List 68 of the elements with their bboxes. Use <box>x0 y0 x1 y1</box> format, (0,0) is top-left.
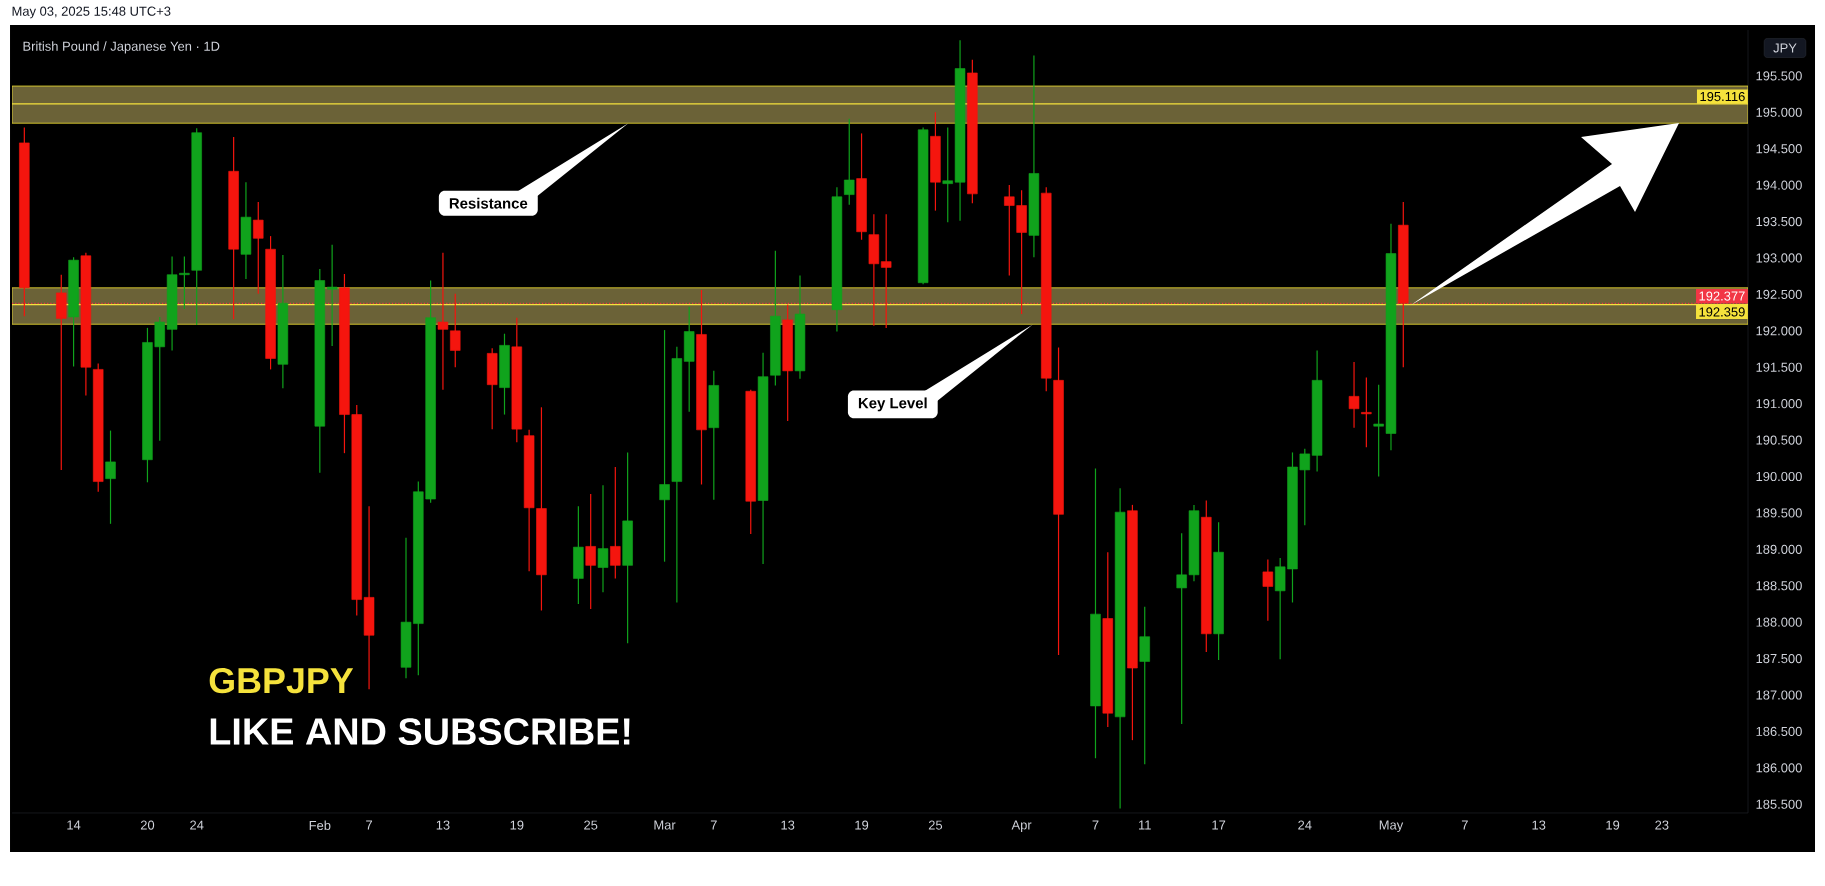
annotation: LIKE AND SUBSCRIBE! <box>210 718 630 745</box>
y-tick-label: 189.000 <box>1756 544 1802 554</box>
y-tick-label: 190.500 <box>1756 435 1802 445</box>
x-tick-label: 24 <box>190 820 204 830</box>
x-tick-label: 13 <box>1532 820 1546 830</box>
x-tick-label: 13 <box>436 820 450 830</box>
candlestick <box>1361 376 1372 448</box>
y-tick-label: 193.500 <box>1756 216 1802 227</box>
x-tick-label: 19 <box>855 820 869 830</box>
y-tick-label: 191.000 <box>1756 399 1802 409</box>
candlestick <box>437 252 449 391</box>
x-tick-label: Feb <box>309 820 331 831</box>
y-tick-label: 187.500 <box>1756 653 1802 664</box>
y-tick-label: 194.500 <box>1756 144 1802 154</box>
x-tick-label: 19 <box>510 820 524 830</box>
candlestick <box>450 293 461 368</box>
y-tick-label: 188.000 <box>1756 617 1802 627</box>
x-tick-label: 7 <box>366 820 373 830</box>
ref-line-label: 192.377 <box>1699 291 1745 301</box>
x-tick-label: 25 <box>584 820 598 830</box>
candlestick <box>597 484 609 593</box>
x-tick-label: 20 <box>140 820 155 830</box>
x-tick-label: 11 <box>1139 820 1151 830</box>
annotation: Key Level <box>858 397 927 412</box>
candlestick <box>880 213 892 329</box>
y-tick-label: 190.000 <box>1756 471 1802 482</box>
x-tick-label: 7 <box>1461 820 1468 830</box>
y-tick-label: 191.500 <box>1756 362 1802 372</box>
y-tick-label: 186.500 <box>1756 726 1802 736</box>
y-tick-label: 189.500 <box>1756 508 1802 518</box>
text: May 03, 2025 15:48 UTC+3 <box>12 6 171 19</box>
y-tick-label: 195.000 <box>1756 107 1802 117</box>
y-tick-label: 192.000 <box>1756 326 1802 336</box>
x-tick-label: Apr <box>1011 820 1032 833</box>
annotation: GBPJPY <box>209 667 354 694</box>
text: British Pound / Japanese Yen · 1D <box>23 41 220 54</box>
candlestick <box>1262 558 1274 622</box>
ref-line-label: 195.116 <box>1700 91 1745 102</box>
y-tick-label: 192.500 <box>1756 289 1802 299</box>
y-tick-label: 194.000 <box>1756 180 1802 190</box>
candlestick <box>1348 361 1360 429</box>
candlestick <box>326 244 338 347</box>
ref-line-label: 192.359 <box>1699 307 1745 317</box>
x-tick-label: Mar <box>654 820 676 830</box>
x-tick-label: 7 <box>710 820 717 830</box>
x-tick-label: May <box>1379 820 1404 833</box>
candlestick <box>659 329 670 563</box>
x-tick-label: 14 <box>67 820 81 830</box>
x-tick-label: 13 <box>781 820 795 830</box>
candlestick <box>253 201 264 295</box>
x-tick-label: 25 <box>928 820 943 830</box>
y-tick-label: 185.500 <box>1756 799 1802 809</box>
candlestick <box>844 118 855 206</box>
y-axis-title: JPY <box>1773 43 1797 53</box>
y-tick-label: 186.000 <box>1756 763 1802 773</box>
x-tick-label: 23 <box>1655 820 1669 830</box>
y-tick-label: 195.500 <box>1756 71 1802 81</box>
x-tick-label: 19 <box>1606 820 1620 830</box>
candlestick <box>610 466 621 580</box>
annotation: Resistance <box>449 197 528 209</box>
y-tick-label: 188.500 <box>1756 581 1802 591</box>
y-tick-label: 187.000 <box>1756 690 1802 700</box>
candlestick <box>585 493 596 610</box>
x-tick-label: 24 <box>1298 820 1312 830</box>
x-tick-label: 7 <box>1092 820 1099 830</box>
y-tick-label: 193.000 <box>1756 253 1802 263</box>
x-tick-label: 17 <box>1212 820 1226 830</box>
candlestick <box>105 429 116 525</box>
